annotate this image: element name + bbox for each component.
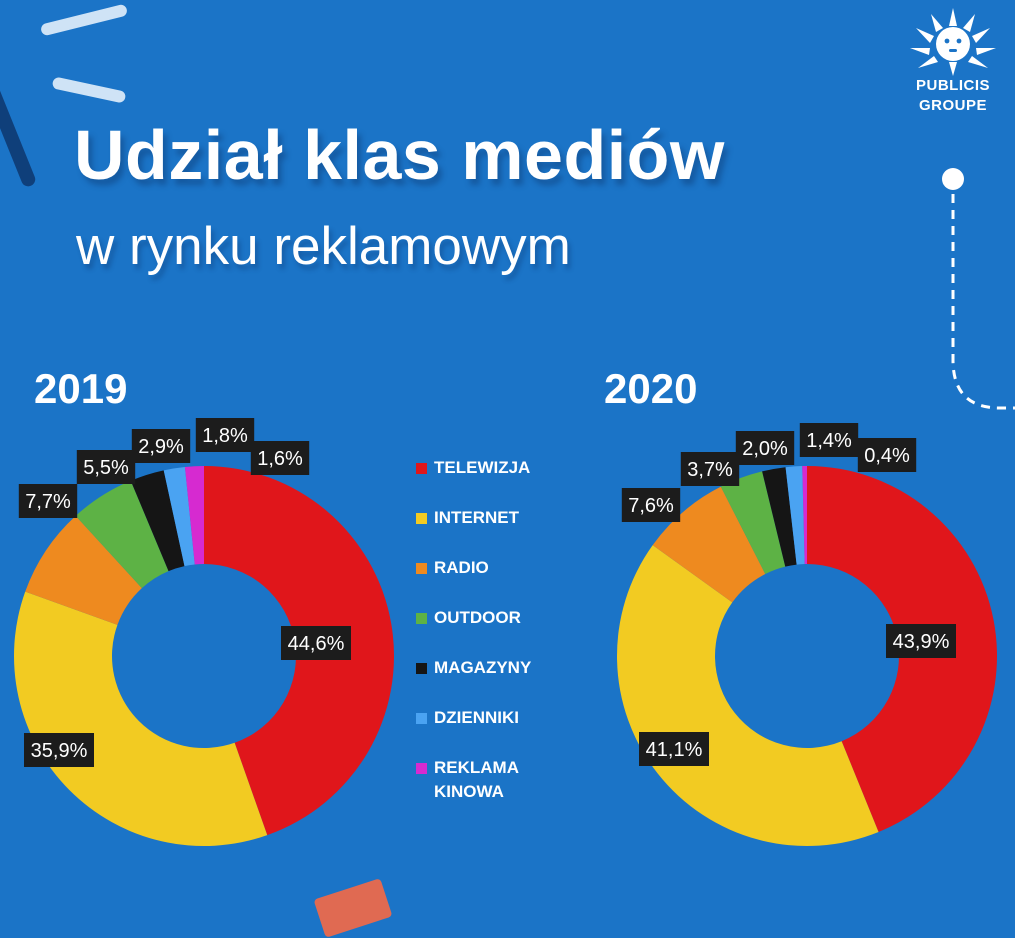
data-label-text: 41,1% xyxy=(646,739,703,761)
data-label-text: 7,6% xyxy=(628,495,674,517)
data-label: 1,8% xyxy=(195,418,255,452)
data-label-box xyxy=(639,732,709,766)
data-label-box xyxy=(18,484,78,518)
data-label-text: 2,0% xyxy=(742,438,788,460)
data-label-box xyxy=(131,429,191,463)
data-label-text: 3,7% xyxy=(687,459,733,481)
data-label-text: 1,4% xyxy=(806,430,852,452)
decorative-stroke xyxy=(313,878,393,938)
data-label-box xyxy=(250,441,310,475)
donut-slice-radio xyxy=(25,515,142,625)
logo-text: GROUPE xyxy=(918,97,987,114)
legend-item: TELEWIZJA xyxy=(416,456,586,506)
data-label-text: 7,7% xyxy=(25,491,71,513)
data-label: 3,7% xyxy=(680,452,740,486)
data-label-text: 0,4% xyxy=(864,445,910,467)
legend-item: DZIENNIKI xyxy=(416,706,586,756)
donut-slice-internet xyxy=(616,545,879,847)
legend-label: MAGAZYNY xyxy=(434,658,532,677)
page-title: Udział klas mediów xyxy=(74,116,725,194)
data-label-text: 35,9% xyxy=(31,740,88,762)
donut-chart-2020: 43,9% 41,1% 7,6% 3,7% 2,0% 1,4% 0,4% xyxy=(616,423,998,847)
legend-item: MAGAZYNY xyxy=(416,656,586,706)
donut-slice-magazyny xyxy=(762,467,797,567)
data-label-box xyxy=(886,624,956,658)
donut-slice-dzienniki xyxy=(785,466,805,565)
legend-label: RADIO xyxy=(434,558,489,577)
legend-swatch xyxy=(416,513,427,524)
data-label-box xyxy=(735,431,795,465)
data-label-text: 5,5% xyxy=(83,457,129,479)
page-subtitle: w rynku reklamowym xyxy=(76,217,571,276)
data-label-box xyxy=(281,626,351,660)
legend-item: INTERNET xyxy=(416,506,586,556)
lion-head-icon xyxy=(910,8,996,76)
legend-swatch xyxy=(416,463,427,474)
data-label-box xyxy=(621,488,681,522)
data-label-box xyxy=(799,423,859,457)
data-label: 44,6% xyxy=(281,626,351,660)
legend-swatch xyxy=(416,613,427,624)
donut-slice-reklama-kinowa xyxy=(184,466,204,565)
donut-chart-2019: 44,6% 35,9% 7,7% 5,5% 2,9% 1,8% 1,6% xyxy=(13,418,395,846)
chart-legend: TELEWIZJA INTERNET RADIO OUTDOOR MAGAZYN… xyxy=(416,456,586,806)
decorative-stroke xyxy=(0,25,38,189)
data-label: 0,4% xyxy=(857,438,917,472)
legend-item: RADIO xyxy=(416,556,586,606)
data-label-box xyxy=(195,418,255,452)
data-label-text: 1,8% xyxy=(202,425,248,447)
data-label-text: 1,6% xyxy=(257,448,303,470)
data-label-text: 2,9% xyxy=(138,436,184,458)
donut-slice-internet xyxy=(13,591,268,846)
legend-item: OUTDOOR xyxy=(416,606,586,656)
data-label: 43,9% xyxy=(886,624,956,658)
data-label: 1,6% xyxy=(250,441,310,475)
data-label: 7,6% xyxy=(621,488,681,522)
data-label: 2,9% xyxy=(131,429,191,463)
legend-label: OUTDOOR xyxy=(434,608,521,627)
donut-slice-reklama-kinowa xyxy=(802,466,807,565)
legend-label: TELEWIZJA xyxy=(434,458,531,477)
donut-slice-radio xyxy=(652,486,766,603)
dashed-line-decoration xyxy=(951,194,1015,410)
legend-label: INTERNET xyxy=(434,508,519,527)
legend-swatch xyxy=(416,563,427,574)
data-label-box xyxy=(24,733,94,767)
legend-swatch xyxy=(416,663,427,674)
data-label: 2,0% xyxy=(735,431,795,465)
legend-swatch xyxy=(416,763,427,774)
legend-item: REKLAMA KINOWA xyxy=(416,756,586,806)
legend-label: REKLAMA KINOWA xyxy=(434,758,519,801)
data-label: 41,1% xyxy=(639,732,709,766)
data-label-text: 44,6% xyxy=(288,633,345,655)
donut-slice-outdoor xyxy=(720,471,786,575)
donut-slice-magazyny xyxy=(130,470,185,572)
data-label: 35,9% xyxy=(24,733,94,767)
data-label-box xyxy=(857,438,917,472)
legend-swatch xyxy=(416,713,427,724)
donut-slice-outdoor xyxy=(75,480,169,589)
data-label-text: 43,9% xyxy=(893,631,950,653)
data-label: 1,4% xyxy=(799,423,859,457)
data-label: 5,5% xyxy=(76,450,136,484)
decorative-stroke xyxy=(39,3,129,37)
decorative-stroke xyxy=(51,76,127,104)
data-label-box xyxy=(680,452,740,486)
chart-title-2020: 2020 xyxy=(604,365,698,412)
publicis-groupe-logo: PUBLICIS GROUPE xyxy=(896,6,1010,118)
data-label-box xyxy=(76,450,136,484)
legend-label: DZIENNIKI xyxy=(434,708,519,727)
decorative-dot xyxy=(942,168,964,190)
logo-text: PUBLICIS xyxy=(915,77,990,94)
donut-slice-dzienniki xyxy=(163,466,195,567)
chart-title-2019: 2019 xyxy=(34,365,128,412)
data-label: 7,7% xyxy=(18,484,78,518)
